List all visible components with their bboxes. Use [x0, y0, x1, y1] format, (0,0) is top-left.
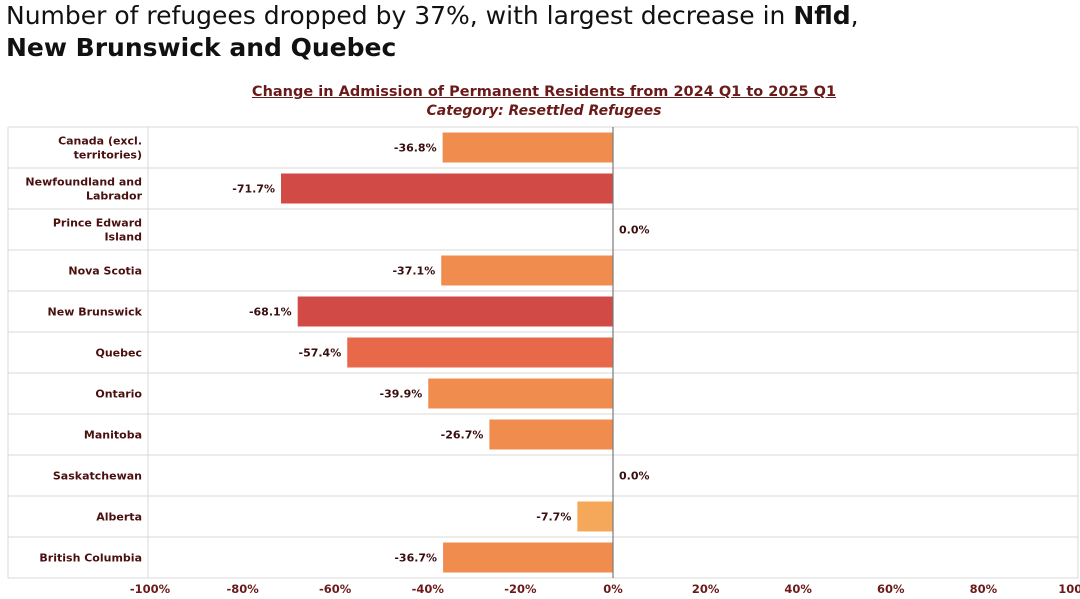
bar: [297, 296, 613, 327]
category-label: New Brunswick: [48, 306, 143, 319]
x-tick-label: 100%: [1058, 582, 1080, 596]
category-label: Manitoba: [84, 429, 142, 442]
x-tick-label: 60%: [877, 582, 905, 596]
category-label: Saskatchewan: [53, 470, 142, 483]
x-tick-label: 0%: [603, 582, 623, 596]
headline-part2: ,: [850, 1, 859, 30]
data-label: -39.9%: [380, 388, 423, 401]
category-label: Quebec: [96, 347, 143, 360]
headline-bold1: Nfld: [793, 1, 851, 30]
category-label: Island: [104, 231, 142, 244]
chart-subtitle: Category: Resettled Refugees: [426, 103, 662, 119]
x-tick-label: -100%: [130, 582, 171, 596]
data-label: -36.7%: [394, 552, 437, 565]
category-label: Newfoundland and: [25, 176, 142, 189]
data-label: 0.0%: [619, 470, 650, 483]
category-label: Canada (excl.: [58, 135, 142, 148]
x-tick-label: 40%: [784, 582, 812, 596]
x-tick-label: -80%: [226, 582, 259, 596]
x-tick-label: -60%: [319, 582, 352, 596]
data-label: -71.7%: [232, 183, 275, 196]
x-tick-label: 20%: [692, 582, 720, 596]
chart-title: Change in Admission of Permanent Residen…: [251, 84, 837, 100]
bar: [441, 255, 613, 286]
bar: [577, 501, 613, 532]
data-label: 0.0%: [619, 224, 650, 237]
data-label: -57.4%: [299, 347, 342, 360]
headline-part1: Number of refugees dropped by 37%, with …: [6, 1, 794, 30]
category-label: Ontario: [95, 388, 142, 401]
headline-bold2: New Brunswick and Quebec: [6, 33, 397, 62]
bar: [347, 337, 613, 368]
data-label: -26.7%: [441, 429, 484, 442]
data-label: -36.8%: [394, 142, 437, 155]
category-label: territories): [74, 149, 142, 162]
x-tick-label: -40%: [412, 582, 445, 596]
x-tick-label: -20%: [504, 582, 537, 596]
category-label: Nova Scotia: [68, 265, 142, 278]
x-tick-label: 80%: [970, 582, 998, 596]
bar: [281, 173, 613, 204]
bar: [489, 419, 613, 450]
bar: [428, 378, 613, 409]
bar: [443, 542, 613, 573]
data-label: -37.1%: [392, 265, 435, 278]
category-label: Alberta: [96, 511, 142, 524]
headline: Number of refugees dropped by 37%, with …: [6, 0, 1076, 64]
category-label: Labrador: [86, 190, 143, 203]
data-label: -68.1%: [249, 306, 292, 319]
category-label: British Columbia: [39, 552, 142, 565]
data-label: -7.7%: [536, 511, 571, 524]
bar: [442, 132, 613, 163]
category-label: Prince Edward: [53, 217, 142, 230]
